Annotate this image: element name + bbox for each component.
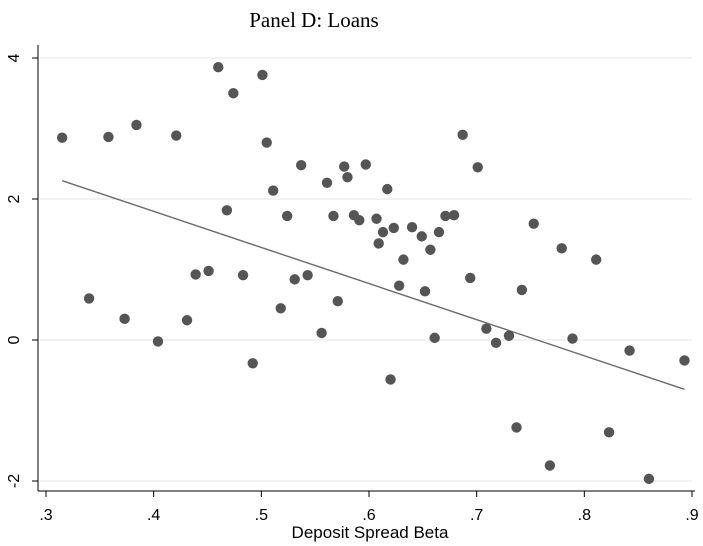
data-point (516, 284, 528, 296)
data-point (406, 222, 418, 233)
data-point (440, 210, 451, 222)
data-point (371, 213, 382, 224)
data-point (332, 296, 343, 307)
x-tick-label: .6 (362, 507, 375, 524)
data-point (237, 269, 249, 281)
data-point (382, 183, 393, 195)
data-point (416, 231, 427, 242)
data-point (261, 137, 272, 148)
data-point (393, 280, 405, 291)
data-point (56, 132, 68, 143)
data-point (360, 159, 371, 170)
data-point (567, 333, 578, 344)
data-point (131, 119, 142, 131)
data-point (472, 162, 483, 173)
x-tick-label: .3 (39, 507, 52, 524)
data-point (275, 303, 286, 314)
data-point (490, 337, 502, 349)
data-point (544, 460, 556, 471)
data-point (481, 323, 492, 334)
data-point (377, 226, 389, 238)
data-point (511, 422, 522, 433)
data-point (295, 159, 307, 171)
data-point (257, 69, 268, 81)
y-tick-label: 4 (6, 53, 23, 62)
x-tick-label: .9 (685, 507, 698, 524)
data-point (221, 205, 233, 216)
data-point (388, 222, 399, 234)
data-point (289, 274, 300, 285)
data-point (171, 130, 182, 141)
data-point (247, 358, 258, 369)
data-point (429, 332, 440, 344)
data-point (302, 269, 313, 281)
data-point (203, 265, 214, 277)
x-axis-label: Deposit Spread Beta (292, 523, 449, 542)
data-point (342, 171, 353, 183)
data-point (590, 254, 602, 265)
data-point (83, 293, 95, 304)
data-point (425, 244, 436, 255)
data-point (457, 129, 468, 141)
fit-line-group (61, 180, 685, 391)
data-point (503, 330, 515, 341)
x-tick-label: .5 (255, 507, 268, 524)
x-tick-label: .4 (147, 507, 160, 524)
data-point (419, 286, 431, 297)
data-point (328, 210, 339, 222)
data-point (181, 315, 193, 326)
data-point (643, 473, 655, 485)
fit-line (61, 180, 685, 391)
axes (32, 45, 695, 497)
data-point (152, 336, 164, 347)
grid-lines (40, 57, 692, 482)
data-point (213, 61, 224, 73)
data-point (556, 243, 567, 254)
data-point (267, 185, 279, 196)
data-point (281, 210, 293, 222)
data-point (624, 345, 635, 356)
data-point (339, 161, 350, 172)
data-points (56, 61, 690, 485)
data-point (321, 177, 333, 188)
y-tick-label: -2 (6, 474, 23, 488)
data-point (119, 313, 130, 325)
chart-title: Panel D: Loans (249, 8, 378, 32)
data-point (316, 327, 327, 339)
data-point (603, 427, 615, 438)
data-point (398, 254, 409, 265)
data-point (190, 269, 201, 280)
data-point (448, 210, 460, 221)
data-point (679, 355, 690, 366)
data-point (433, 226, 445, 238)
data-point (385, 374, 396, 385)
data-point (528, 218, 539, 229)
y-tick-label: 2 (6, 194, 23, 203)
data-point (228, 88, 239, 99)
x-tick-label: .7 (470, 507, 483, 524)
data-point (103, 131, 114, 143)
data-point (373, 238, 384, 249)
y-tick-label: 0 (6, 335, 23, 344)
tick-labels: -2 0 2 4 .3 .4 .5 .6 .7 .8 .9 (6, 53, 699, 524)
x-tick-label: .8 (578, 507, 591, 524)
data-point (354, 214, 365, 226)
data-point (465, 272, 476, 284)
